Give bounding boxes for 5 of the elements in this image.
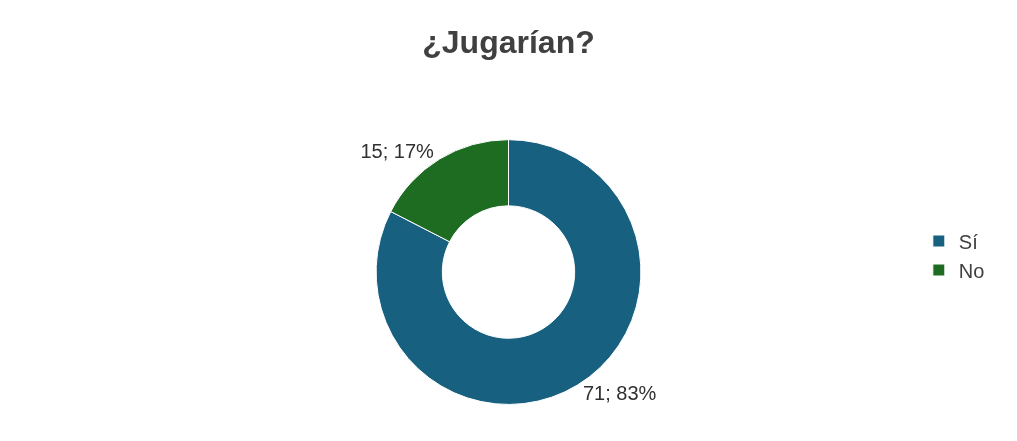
legend-label: Sí [958, 230, 979, 253]
chart-title: ¿Jugarían? [422, 24, 595, 61]
data-label: 15; 17% [360, 140, 435, 163]
data-label: 71; 83% [582, 382, 657, 405]
legend-label: No [958, 259, 985, 282]
